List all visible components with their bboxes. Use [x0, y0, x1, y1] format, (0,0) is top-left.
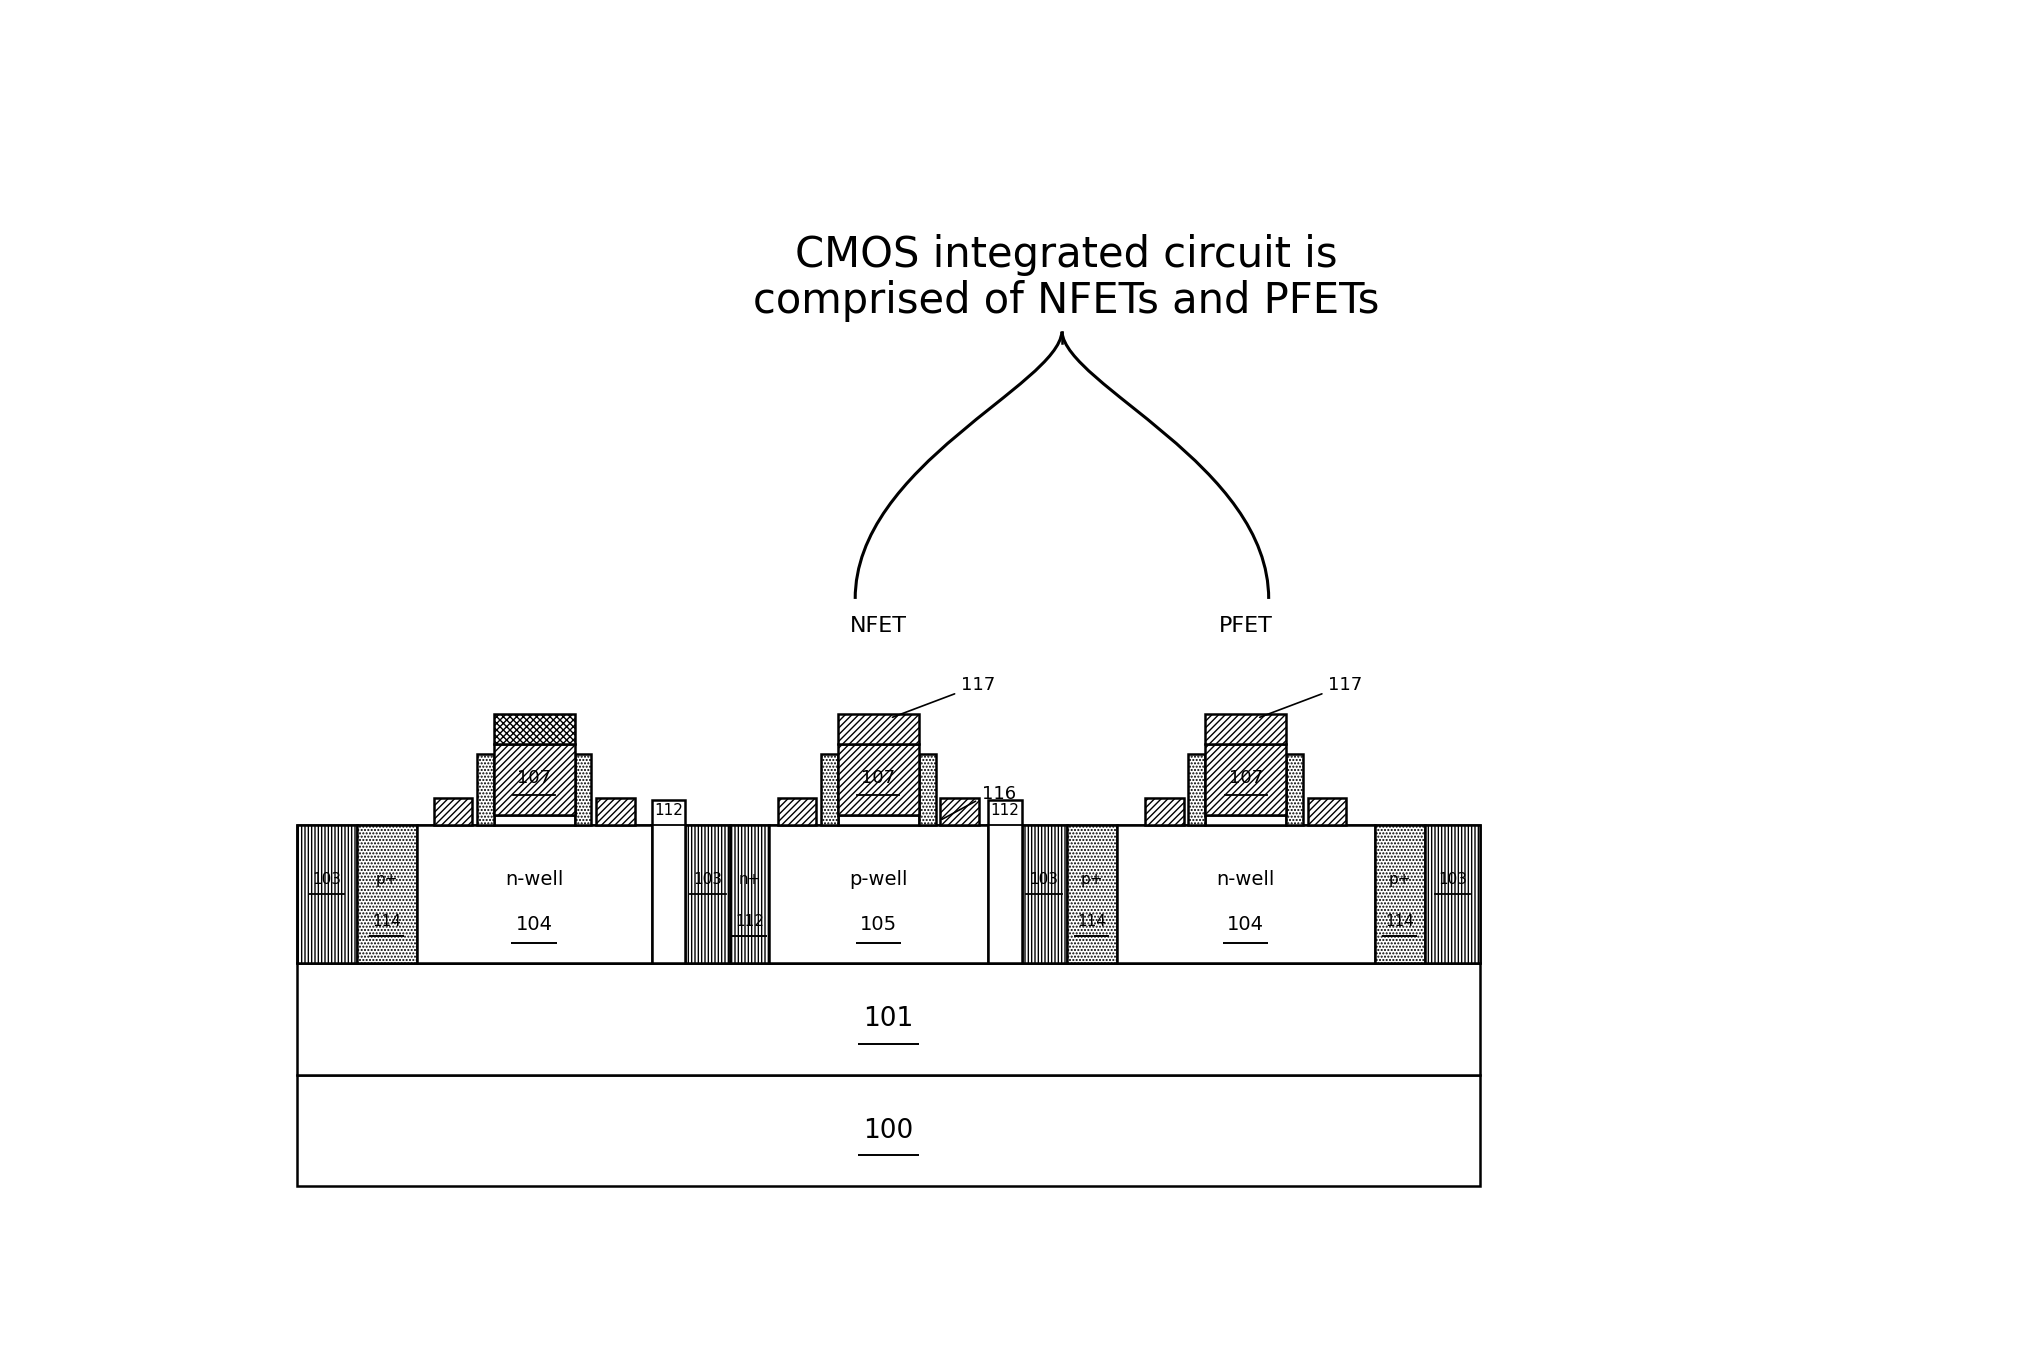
Bar [433, 797, 471, 825]
Bar [1204, 815, 1285, 825]
Text: 104: 104 [516, 915, 552, 934]
Text: PFET: PFET [1218, 616, 1272, 635]
Text: p+: p+ [1080, 873, 1103, 888]
Text: 107: 107 [516, 768, 550, 786]
Bar [838, 744, 918, 815]
Text: 107: 107 [1228, 768, 1262, 786]
Bar [1117, 825, 1374, 963]
Text: 101: 101 [862, 1006, 912, 1032]
Bar [1022, 825, 1066, 963]
Bar [777, 797, 815, 825]
Text: 114: 114 [1384, 914, 1414, 929]
Bar [987, 800, 1022, 963]
Bar [494, 744, 575, 815]
Bar [297, 825, 356, 963]
Bar [651, 800, 686, 963]
Bar [730, 825, 769, 963]
Text: p-well: p-well [848, 870, 906, 889]
Bar [1285, 753, 1303, 825]
Bar [494, 815, 575, 825]
Text: 116: 116 [981, 785, 1016, 803]
Bar [1424, 825, 1479, 963]
Text: 103: 103 [1030, 873, 1058, 888]
Bar [1374, 825, 1424, 963]
Text: n+: n+ [738, 873, 761, 888]
Bar [477, 753, 494, 825]
Text: 100: 100 [862, 1118, 912, 1144]
Text: CMOS integrated circuit is: CMOS integrated circuit is [795, 233, 1337, 276]
Text: 112: 112 [734, 914, 763, 929]
Bar [597, 797, 635, 825]
Bar [575, 753, 591, 825]
Text: 114: 114 [1076, 914, 1105, 929]
Bar [417, 825, 651, 963]
Bar [821, 753, 838, 825]
Text: 117: 117 [961, 676, 995, 694]
Text: p+: p+ [1388, 873, 1410, 888]
Bar [1188, 753, 1204, 825]
Text: 105: 105 [860, 915, 896, 934]
Bar [1204, 715, 1285, 744]
Text: comprised of NFETs and PFETs: comprised of NFETs and PFETs [753, 280, 1380, 322]
Bar [838, 715, 918, 744]
Bar [494, 715, 575, 744]
Bar [1307, 797, 1345, 825]
Bar [297, 1074, 1479, 1187]
Text: 103: 103 [1436, 873, 1467, 888]
Text: 103: 103 [312, 873, 342, 888]
Text: n-well: n-well [1216, 870, 1274, 889]
Bar [1066, 825, 1117, 963]
Text: 112: 112 [653, 804, 682, 819]
Text: 114: 114 [372, 914, 401, 929]
Bar [686, 825, 730, 963]
Text: 103: 103 [694, 873, 722, 888]
Text: 117: 117 [1327, 676, 1361, 694]
Bar [356, 825, 417, 963]
Bar [838, 815, 918, 825]
Text: 112: 112 [989, 804, 1020, 819]
Text: 107: 107 [862, 768, 894, 786]
Text: p+: p+ [374, 873, 399, 888]
Bar [769, 825, 987, 963]
Bar [1145, 797, 1183, 825]
Text: n-well: n-well [504, 870, 562, 889]
Text: 104: 104 [1226, 915, 1264, 934]
Bar [297, 825, 1479, 963]
Bar [297, 963, 1479, 1074]
Bar [918, 753, 935, 825]
Bar [941, 797, 979, 825]
Bar [1204, 744, 1285, 815]
Text: NFET: NFET [850, 616, 906, 635]
